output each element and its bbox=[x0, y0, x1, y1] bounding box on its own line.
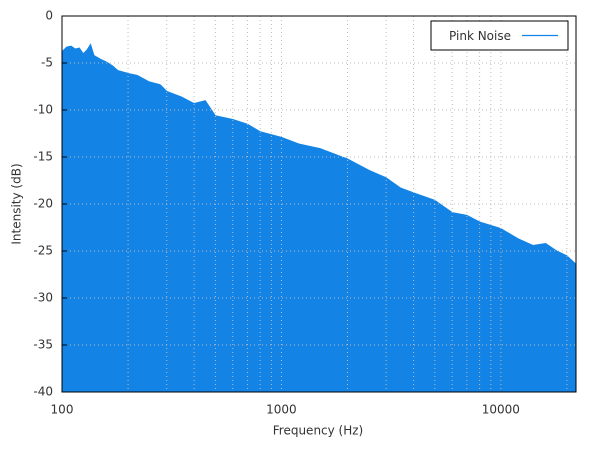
y-tick-label: -30 bbox=[33, 291, 53, 305]
area bbox=[61, 43, 577, 393]
legend-label: Pink Noise bbox=[449, 29, 511, 43]
y-tick-label: 0 bbox=[45, 9, 53, 23]
x-tick-label: 100 bbox=[51, 403, 74, 417]
y-axis-label: Intensity (dB) bbox=[10, 163, 24, 244]
y-tick-label: -10 bbox=[33, 103, 53, 117]
x-tick-label: 10000 bbox=[482, 403, 520, 417]
plot-frame bbox=[61, 15, 577, 393]
y-tick-label: -25 bbox=[33, 244, 53, 258]
y-tick-label: -15 bbox=[33, 150, 53, 164]
x-axis-label: Frequency (Hz) bbox=[273, 424, 364, 438]
y-tick-label: -35 bbox=[33, 338, 53, 352]
y-tick-label: -5 bbox=[41, 56, 53, 70]
y-tick-label: -20 bbox=[33, 197, 53, 211]
legend: Pink Noise bbox=[430, 20, 569, 51]
y-tick-label: -40 bbox=[33, 385, 53, 399]
x-tick-label: 1000 bbox=[266, 403, 297, 417]
